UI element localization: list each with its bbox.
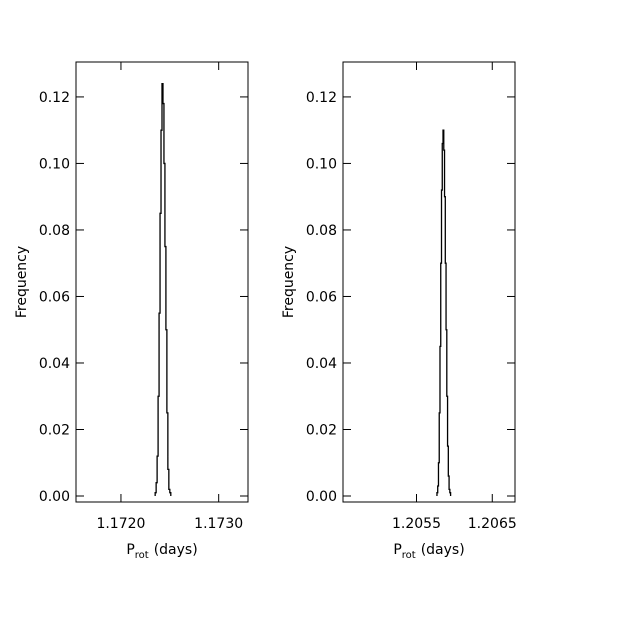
plot-frame — [342, 61, 516, 503]
bar — [162, 84, 163, 496]
y-tick-label: 0.12 — [306, 90, 337, 106]
y-axis-label: Frequency — [281, 246, 297, 318]
y-axis-label: Frequency — [14, 246, 30, 318]
x-axis-label: Prot (days) — [126, 542, 197, 561]
y-tick-label: 0.10 — [39, 156, 70, 172]
x-tick-label: 1.1730 — [194, 516, 243, 532]
x-axis-label-unit: (days) — [154, 542, 198, 558]
bar — [444, 150, 445, 496]
y-tick-label: 0.04 — [306, 356, 337, 372]
x-axis-label-unit: (days) — [421, 542, 465, 558]
bar — [442, 143, 443, 496]
x-tick-label: 1.1720 — [96, 516, 145, 532]
bar — [443, 130, 444, 496]
x-axis-label-main: P — [393, 542, 401, 558]
y-tick-label: 0.08 — [39, 223, 70, 239]
y-tick-label: 0.02 — [39, 422, 70, 438]
y-tick-label: 0.06 — [39, 289, 70, 305]
x-axis-label-sub: rot — [135, 550, 149, 561]
y-tick-label: 0.00 — [39, 489, 70, 505]
panel: 0.00 0.02 0.04 0.06 0.08 0.10 0.12 1.1720 1.1730… — [14, 61, 249, 561]
x-axis-label-sub: rot — [402, 550, 416, 561]
y-tick-label: 0.00 — [306, 489, 337, 505]
x-axis-label-main: P — [126, 542, 134, 558]
y-tick-label: 0.06 — [306, 289, 337, 305]
plot-frame — [75, 61, 249, 503]
x-tick-label: 1.2065 — [468, 516, 517, 532]
panel: 0.00 0.02 0.04 0.06 0.08 0.10 0.12 1.2055 1.2065… — [281, 61, 517, 561]
y-tick-label: 0.04 — [39, 356, 70, 372]
histogram-outline — [436, 129, 452, 497]
x-tick-label: 1.2055 — [392, 516, 441, 532]
y-tick-label: 0.08 — [306, 223, 337, 239]
y-tick-label: 0.10 — [306, 156, 337, 172]
histogram-outline — [154, 82, 172, 497]
y-tick-label: 0.02 — [306, 422, 337, 438]
x-axis-label: Prot (days) — [393, 542, 464, 561]
y-tick-label: 0.12 — [39, 90, 70, 106]
